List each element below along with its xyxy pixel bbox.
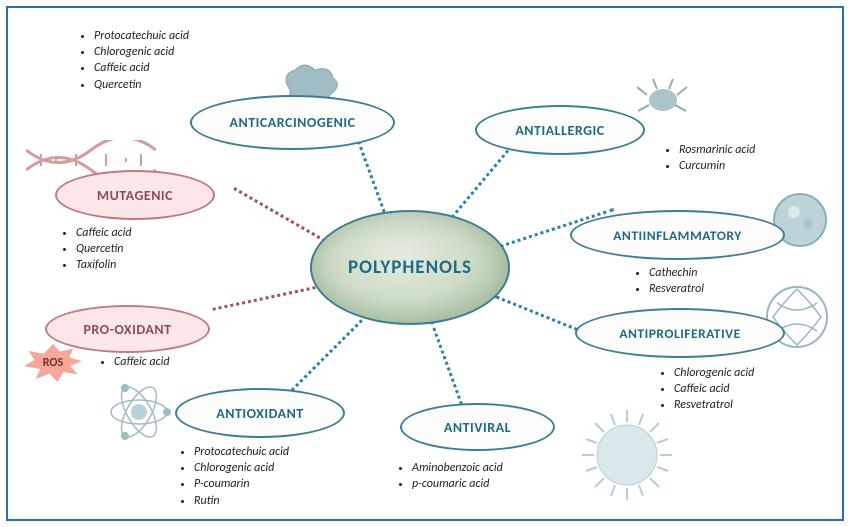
center-label: POLYPHENOLS <box>348 256 472 279</box>
compounds-antiproliferative: Chlorogenic acid Caffeic acid Resvetratr… <box>660 365 754 414</box>
mite-icon <box>635 75 690 120</box>
compounds-mutagenic: Caffeic acid Quercetin Taxifolin <box>62 225 132 274</box>
node-mutagenic: MUTAGENIC <box>55 170 215 220</box>
node-label: ANTIPROLIFERATIVE <box>619 325 740 342</box>
atom-icon <box>105 378 173 446</box>
node-antiproliferative: ANTIPROLIFERATIVE <box>575 308 785 358</box>
compounds-antiinflammatory: Cathechin Resveratrol <box>635 265 704 297</box>
node-label: ANTIALLERGIC <box>515 122 604 139</box>
compounds-antiallergic: Rosmarinic acid Curcumin <box>665 142 755 174</box>
node-label: ANTICARCINOGENIC <box>230 114 356 131</box>
node-antiviral: ANTIVIRAL <box>400 403 555 451</box>
node-prooxidant: PRO-OXIDANT <box>45 305 210 353</box>
node-antioxidant: ANTIOXIDANT <box>175 388 345 438</box>
center-node: POLYPHENOLS <box>310 210 510 325</box>
compounds-antiviral: Aminobenzoic acid p-coumaric acid <box>398 460 503 492</box>
node-label: ANTIVIRAL <box>444 419 511 436</box>
node-label: PRO-OXIDANT <box>83 321 171 338</box>
compounds-anticarcinogenic: Protocatechuic acid Chlorogenic acid Caf… <box>80 28 189 93</box>
ros-label: ROS <box>43 356 63 370</box>
node-label: ANTIOXIDANT <box>216 405 303 422</box>
node-antiallergic: ANTIALLERGIC <box>475 105 645 155</box>
compounds-prooxidant: Caffeic acid <box>100 354 170 370</box>
node-anticarcinogenic: ANTICARCINOGENIC <box>190 95 395 150</box>
node-label: ANTIINFLAMMATORY <box>613 227 741 244</box>
node-antiinflammatory: ANTIINFLAMMATORY <box>570 210 785 260</box>
node-label: MUTAGENIC <box>97 187 173 204</box>
compounds-antioxidant: Protocatechuic acid Chlorogenic acid P-c… <box>180 444 289 509</box>
virus-icon <box>580 408 675 503</box>
